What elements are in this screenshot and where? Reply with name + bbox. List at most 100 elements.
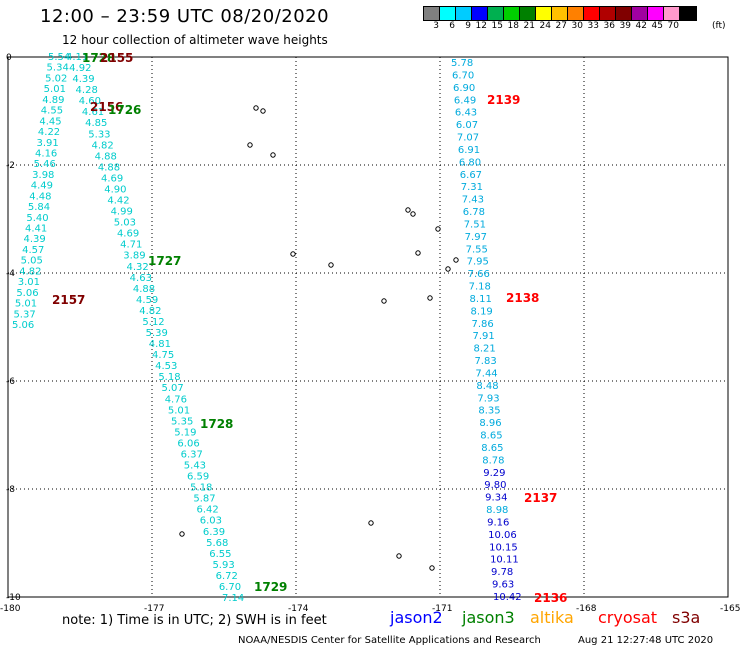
wave-height-value: 7.31 bbox=[461, 182, 483, 193]
color-swatch bbox=[616, 7, 632, 20]
island-outline bbox=[247, 142, 253, 148]
color-scale-unit: (ft) bbox=[712, 21, 726, 31]
wave-height-value: 6.70 bbox=[452, 70, 474, 81]
wave-height-value: 5.03 bbox=[114, 218, 136, 229]
wave-height-value: 8.48 bbox=[476, 381, 498, 392]
island-outline bbox=[453, 257, 459, 263]
wave-height-value: 8.65 bbox=[481, 443, 503, 454]
wave-height-value: 10.42 bbox=[493, 592, 522, 603]
wave-height-value: 7.95 bbox=[467, 257, 489, 268]
color-swatch bbox=[488, 7, 504, 20]
wave-height-value: 9.29 bbox=[483, 468, 505, 479]
wave-height-value: 4.57 bbox=[22, 245, 44, 256]
island-outline bbox=[328, 262, 334, 268]
wave-height-value: 5.37 bbox=[13, 309, 35, 320]
color-scale-label: 27 bbox=[555, 21, 567, 31]
pass-label: 2155 bbox=[100, 51, 133, 65]
pass-label: 2156 bbox=[90, 100, 123, 114]
wave-height-value: 4.55 bbox=[41, 106, 63, 117]
color-swatch bbox=[648, 7, 664, 20]
wave-height-value: 8.11 bbox=[470, 294, 492, 305]
wave-height-value: 5.12 bbox=[142, 317, 164, 328]
y-tick-label: -6 bbox=[6, 377, 15, 387]
wave-height-value: 4.61 bbox=[82, 107, 104, 118]
wave-height-value: 4.39 bbox=[24, 234, 46, 245]
legend-altika: altika bbox=[530, 608, 574, 627]
color-swatch bbox=[472, 7, 488, 20]
color-swatch bbox=[584, 7, 600, 20]
wave-height-value: 4.76 bbox=[165, 394, 187, 405]
wave-height-value: 5.68 bbox=[206, 538, 228, 549]
island-outline bbox=[435, 226, 441, 232]
color-scale-label: 36 bbox=[603, 21, 615, 31]
map-frame bbox=[7, 56, 729, 598]
wave-height-value: 4.82 bbox=[19, 266, 41, 277]
island-outline bbox=[260, 108, 266, 114]
wave-height-value: 5.78 bbox=[451, 58, 473, 69]
color-swatch bbox=[600, 7, 616, 20]
wave-height-value: 4.45 bbox=[39, 116, 61, 127]
wave-height-value: 3.91 bbox=[36, 138, 58, 149]
color-scale-labels: 3 6 9 12 15 18 21 24 27 30 33 36 39 42 45 70 bbox=[423, 21, 679, 31]
wave-height-value: 9.16 bbox=[487, 517, 509, 528]
wave-height-value: 4.88 bbox=[95, 151, 117, 162]
wave-height-value: 6.90 bbox=[453, 83, 475, 94]
island-outline bbox=[253, 105, 259, 111]
wave-height-value: 5.02 bbox=[45, 73, 67, 84]
color-scale-label: 15 bbox=[491, 21, 503, 31]
wave-height-value: 6.70 bbox=[219, 582, 241, 593]
island-outline bbox=[410, 211, 416, 217]
wave-height-value: 9.78 bbox=[491, 567, 513, 578]
pass-label: 2137 bbox=[524, 491, 557, 505]
wave-height-value: 4.53 bbox=[155, 361, 177, 372]
pass-label: 1728 bbox=[200, 417, 233, 431]
wave-height-value: 7.97 bbox=[465, 232, 487, 243]
y-tick-label: -4 bbox=[6, 269, 15, 279]
island-outline bbox=[445, 266, 451, 272]
x-tick-label: -174 bbox=[288, 604, 309, 614]
wave-height-value: 3.01 bbox=[18, 277, 40, 288]
wave-height-value: 5.39 bbox=[146, 328, 168, 339]
wave-height-value: 7.93 bbox=[477, 393, 499, 404]
wave-height-value: 4.60 bbox=[79, 96, 101, 107]
island-outline bbox=[405, 207, 411, 213]
wave-height-value: 4.32 bbox=[126, 262, 148, 273]
wave-height-value: 8.98 bbox=[486, 505, 508, 516]
wave-height-value: 6.03 bbox=[200, 516, 222, 527]
wave-height-value: 5.84 bbox=[28, 202, 50, 213]
color-swatch bbox=[552, 7, 568, 20]
wave-height-value: 8.21 bbox=[473, 344, 495, 355]
wave-height-value: 6.80 bbox=[459, 157, 481, 168]
wave-height-value: 6.78 bbox=[463, 207, 485, 218]
wave-height-value: 10.06 bbox=[488, 530, 517, 541]
wave-height-value: 5.18 bbox=[190, 483, 212, 494]
page-subtitle: 12 hour collection of altimeter wave hei… bbox=[62, 33, 328, 47]
satellite-tracks: 5.545.345.025.014.894.554.454.223.914.16… bbox=[12, 52, 522, 604]
island-outline bbox=[415, 250, 421, 256]
wave-height-value: 6.55 bbox=[209, 549, 231, 560]
color-swatch bbox=[424, 7, 440, 20]
wave-height-value: 6.07 bbox=[456, 120, 478, 131]
wave-height-value: 7.91 bbox=[472, 331, 494, 342]
pass-label: 2138 bbox=[506, 291, 539, 305]
color-swatch bbox=[680, 7, 696, 20]
wave-height-value: 6.49 bbox=[454, 95, 476, 106]
color-swatch bbox=[568, 7, 584, 20]
wave-height-value: 4.42 bbox=[107, 196, 129, 207]
y-tick-label: -8 bbox=[6, 485, 15, 495]
credit-line: NOAA/NESDIS Center for Satellite Applica… bbox=[238, 635, 541, 646]
color-scale-label: 12 bbox=[475, 21, 487, 31]
color-scale-label: 21 bbox=[523, 21, 535, 31]
wave-height-value: 6.43 bbox=[455, 108, 477, 119]
wave-height-value: 5.40 bbox=[26, 213, 48, 224]
wave-height-value: 4.82 bbox=[91, 140, 113, 151]
wave-height-value: 4.82 bbox=[139, 306, 161, 317]
legend-s3a: s3a bbox=[672, 608, 701, 627]
wave-height-value: 4.88 bbox=[98, 162, 120, 173]
island-outline bbox=[179, 531, 185, 537]
color-scale-label: 39 bbox=[619, 21, 631, 31]
island-outlines bbox=[179, 105, 459, 571]
wave-height-value: 4.88 bbox=[133, 284, 155, 295]
wave-height-value: 3.98 bbox=[32, 170, 54, 181]
